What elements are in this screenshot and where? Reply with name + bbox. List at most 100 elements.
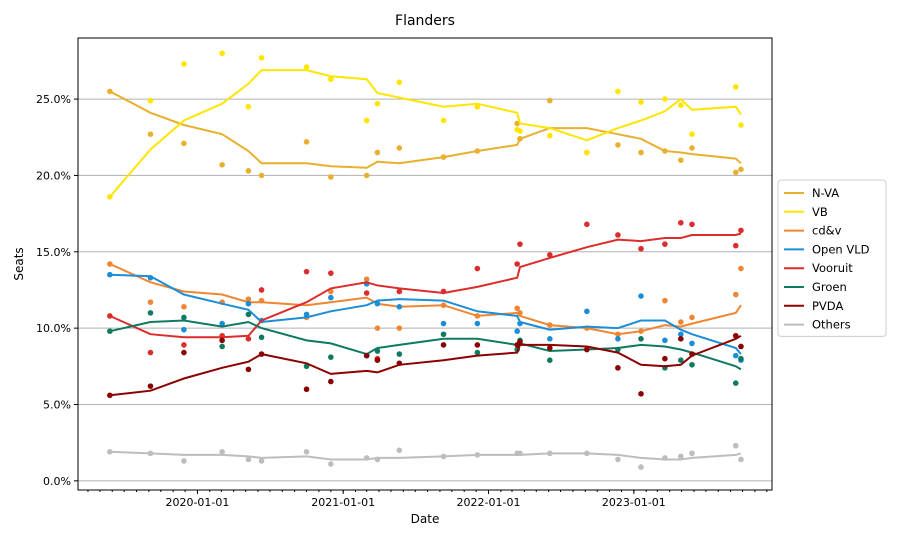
poll-point xyxy=(474,349,481,356)
poll-point xyxy=(689,145,695,151)
poll-point xyxy=(440,117,447,124)
trend-line xyxy=(109,90,742,169)
series-open-vld xyxy=(107,271,744,364)
poll-point xyxy=(615,232,621,238)
poll-point xyxy=(738,343,744,350)
poll-point xyxy=(396,288,403,295)
poll-point xyxy=(107,271,113,278)
poll-point xyxy=(245,456,252,463)
poll-point xyxy=(584,221,590,228)
y-tick-label: 10.0% xyxy=(36,322,71,335)
poll-point xyxy=(181,61,187,67)
poll-point xyxy=(689,221,695,228)
poll-point xyxy=(245,296,252,302)
poll-point xyxy=(363,352,370,359)
legend-label: Open VLD xyxy=(812,242,870,256)
poll-point xyxy=(615,336,621,342)
poll-point xyxy=(245,103,252,110)
poll-point xyxy=(514,261,520,267)
poll-point xyxy=(245,366,252,373)
x-tick-label: 2021-01-01 xyxy=(311,496,375,509)
poll-point xyxy=(638,336,644,342)
series-vooruit xyxy=(107,219,744,362)
poll-point xyxy=(474,265,481,272)
poll-point xyxy=(219,320,225,327)
poll-point xyxy=(678,336,684,342)
poll-point xyxy=(396,351,403,357)
poll-point xyxy=(181,303,187,310)
poll-point xyxy=(514,305,520,312)
poll-point xyxy=(374,325,381,331)
poll-point xyxy=(396,325,403,331)
trend-line xyxy=(109,69,742,198)
poll-point xyxy=(181,314,187,321)
poll-point xyxy=(374,357,381,364)
poll-point xyxy=(615,365,621,371)
poll-point xyxy=(638,464,644,470)
poll-point xyxy=(219,343,225,350)
poll-point xyxy=(440,331,447,338)
poll-point xyxy=(303,311,310,318)
trend-line xyxy=(109,263,742,336)
poll-point xyxy=(181,349,187,356)
poll-point xyxy=(245,300,252,307)
y-tick-label: 25.0% xyxy=(36,93,71,106)
poll-point xyxy=(662,96,668,102)
poll-point xyxy=(738,265,744,272)
poll-point xyxy=(678,157,684,163)
poll-point xyxy=(662,355,668,362)
poll-point xyxy=(514,120,520,127)
poll-point xyxy=(732,291,739,298)
poll-point xyxy=(396,79,403,86)
legend-box xyxy=(777,179,887,337)
poll-point xyxy=(474,103,481,110)
poll-point xyxy=(638,390,644,397)
poll-point xyxy=(678,331,684,338)
poll-point xyxy=(474,320,481,327)
poll-point xyxy=(363,290,370,296)
poll-point xyxy=(147,299,154,305)
poll-point xyxy=(732,169,739,176)
series-vb xyxy=(107,50,744,200)
poll-point xyxy=(258,172,265,179)
poll-point xyxy=(181,342,187,348)
poll-point xyxy=(328,270,334,276)
y-tick-label: 5.0% xyxy=(43,398,71,411)
poll-point xyxy=(732,442,739,449)
poll-point xyxy=(363,117,370,124)
y-axis-label: Seats xyxy=(12,247,26,280)
legend-label: VB xyxy=(812,205,828,219)
poll-point xyxy=(328,76,334,83)
x-tick-label: 2020-01-01 xyxy=(165,496,229,509)
poll-point xyxy=(396,303,403,310)
series-others xyxy=(107,442,744,470)
poll-point xyxy=(328,294,334,301)
series-pvda xyxy=(107,332,744,399)
x-tick-label: 2022-01-01 xyxy=(457,496,521,509)
poll-point xyxy=(514,328,520,334)
poll-point xyxy=(738,227,744,234)
poll-point xyxy=(638,293,644,299)
poll-point xyxy=(219,337,225,344)
poll-point xyxy=(689,314,695,321)
poll-point xyxy=(584,308,590,315)
poll-point xyxy=(678,357,684,364)
poll-point xyxy=(738,122,744,128)
legend-label: cd&v xyxy=(812,224,842,238)
poll-point xyxy=(258,287,265,293)
poll-point xyxy=(689,450,695,457)
axes: 0.0% 5.0% 10.0% 15.0% 20.0% 25.0% 2020-01-01 20… xyxy=(36,93,768,509)
y-tick-label: 20.0% xyxy=(36,169,71,182)
poll-point xyxy=(732,352,739,359)
poll-point xyxy=(738,456,744,463)
poll-point xyxy=(147,310,154,316)
poll-point xyxy=(219,449,225,455)
poll-point xyxy=(303,268,310,275)
poll-point xyxy=(258,55,265,61)
poll-point xyxy=(584,346,590,353)
poll-point xyxy=(662,241,668,247)
poll-point xyxy=(638,99,644,105)
legend-label: PVDA xyxy=(812,299,843,313)
poll-point xyxy=(547,345,553,351)
